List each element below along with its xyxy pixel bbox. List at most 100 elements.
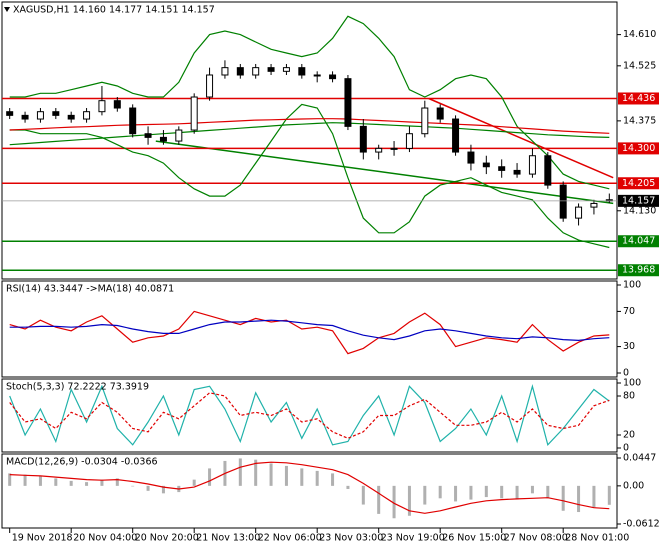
x-tick-label: 27 Nov 08:00: [504, 533, 568, 544]
x-tick-label: 19 Nov 2018: [12, 533, 73, 544]
menu-arrow: [4, 7, 10, 12]
candle-body: [467, 151, 475, 164]
histogram-bar: [331, 473, 335, 486]
candle-body: [221, 67, 229, 76]
y-tick-label: 80: [623, 391, 635, 402]
x-tick-label: 26 Nov 15:00: [442, 533, 506, 544]
candle-body: [421, 107, 429, 135]
histogram-bar: [377, 485, 381, 514]
candle-body: [21, 114, 29, 120]
histogram-bar: [484, 485, 488, 498]
histogram-bar: [131, 485, 135, 487]
x-tick-label: 20 Nov 20:00: [135, 533, 199, 544]
last-price-label: 14.157: [622, 195, 655, 206]
x-tick-label: 28 Nov 01:00: [565, 533, 629, 544]
candle-body: [159, 136, 167, 142]
y-tick-label: 14.130: [623, 205, 656, 216]
candle-body: [329, 74, 337, 80]
histogram-bar: [115, 478, 119, 486]
level-label: 14.300: [622, 143, 655, 154]
level-label: 14.047: [622, 236, 655, 247]
panel-title: RSI(14) 43.3447 ->MA(18) 40.0871: [6, 284, 174, 295]
y-tick-label: 0: [623, 368, 629, 379]
indicator-line: [9, 118, 610, 134]
indicator-line: [9, 319, 610, 342]
histogram-bar: [85, 482, 89, 486]
indicator-line: [9, 383, 610, 446]
level-label: 14.205: [622, 178, 655, 189]
histogram-bar: [423, 485, 427, 505]
histogram-bar: [192, 479, 196, 486]
level-label-box: [618, 177, 659, 190]
histogram-bar: [8, 473, 12, 486]
candle-body: [344, 78, 352, 127]
candle-body: [52, 111, 60, 116]
last-price-box: [618, 194, 659, 207]
histogram-bar: [407, 485, 411, 516]
candle-body: [482, 162, 490, 168]
indicator-line: [9, 461, 610, 514]
candle-body: [375, 147, 383, 153]
histogram-bar: [607, 485, 611, 505]
y-tick-label: 70: [623, 306, 635, 317]
indicator-line: [9, 392, 610, 439]
y-tick-label: 30: [623, 341, 635, 352]
candle-body: [298, 67, 306, 76]
y-tick-label: 0.0447: [623, 453, 656, 464]
candle-body: [559, 184, 567, 219]
candle-body: [36, 111, 44, 120]
candle-body: [190, 96, 198, 131]
y-tick-label: 0.00: [623, 480, 644, 491]
histogram-bar: [315, 470, 319, 486]
level-label-box: [618, 235, 659, 248]
trend-line: [428, 97, 614, 179]
candle-body: [67, 114, 75, 120]
candle-body: [313, 74, 321, 77]
level-label-box: [618, 264, 659, 277]
histogram-bar: [454, 485, 458, 502]
candle-body: [83, 111, 91, 120]
histogram-bar: [515, 485, 519, 500]
level-label-box: [618, 92, 659, 105]
candle-body: [590, 202, 598, 208]
indicator-line: [9, 310, 610, 355]
x-tick-label: 21 Nov 13:00: [196, 533, 260, 544]
histogram-bar: [592, 485, 596, 508]
x-tick-label: 20 Nov 04:00: [73, 533, 137, 544]
panel-title: MACD(12,26,9) -0.0304 -0.0366: [6, 457, 158, 468]
x-tick-label: 22 Nov 06:00: [258, 533, 322, 544]
candle-body: [452, 118, 460, 153]
candle-body: [498, 166, 506, 171]
candle-body: [175, 129, 183, 142]
level-label-box: [618, 142, 659, 155]
x-tick-label: 23 Nov 03:00: [319, 533, 383, 544]
y-tick-label: 14.610: [623, 29, 656, 40]
histogram-bar: [300, 468, 304, 486]
panel-title: XAGUSD,H1 14.160 14.177 14.151 14.157: [13, 5, 215, 16]
candle-body: [206, 74, 214, 98]
histogram-bar: [561, 485, 565, 511]
candle-body: [98, 100, 106, 113]
histogram-bar: [284, 465, 288, 486]
histogram-bar: [254, 459, 258, 486]
y-tick-label: 100: [623, 280, 641, 291]
candle-body: [252, 67, 260, 76]
histogram-bar: [469, 485, 473, 500]
y-tick-label: 20: [623, 430, 635, 441]
trend-line: [155, 140, 614, 205]
histogram-bar: [438, 485, 442, 499]
histogram-bar: [69, 480, 73, 486]
histogram-bar: [208, 468, 212, 486]
indicator-line: [9, 15, 610, 190]
histogram-bar: [392, 485, 396, 519]
histogram-bar: [361, 485, 365, 505]
histogram-bar: [146, 485, 150, 491]
candle-body: [405, 133, 413, 149]
y-tick-label: 14.525: [623, 60, 656, 71]
candle-body: [129, 107, 137, 135]
y-tick-label: 14.375: [623, 115, 656, 126]
y-tick-label: -0.0612: [623, 519, 660, 530]
histogram-bar: [346, 485, 350, 489]
x-tick-label: 23 Nov 19:00: [381, 533, 445, 544]
